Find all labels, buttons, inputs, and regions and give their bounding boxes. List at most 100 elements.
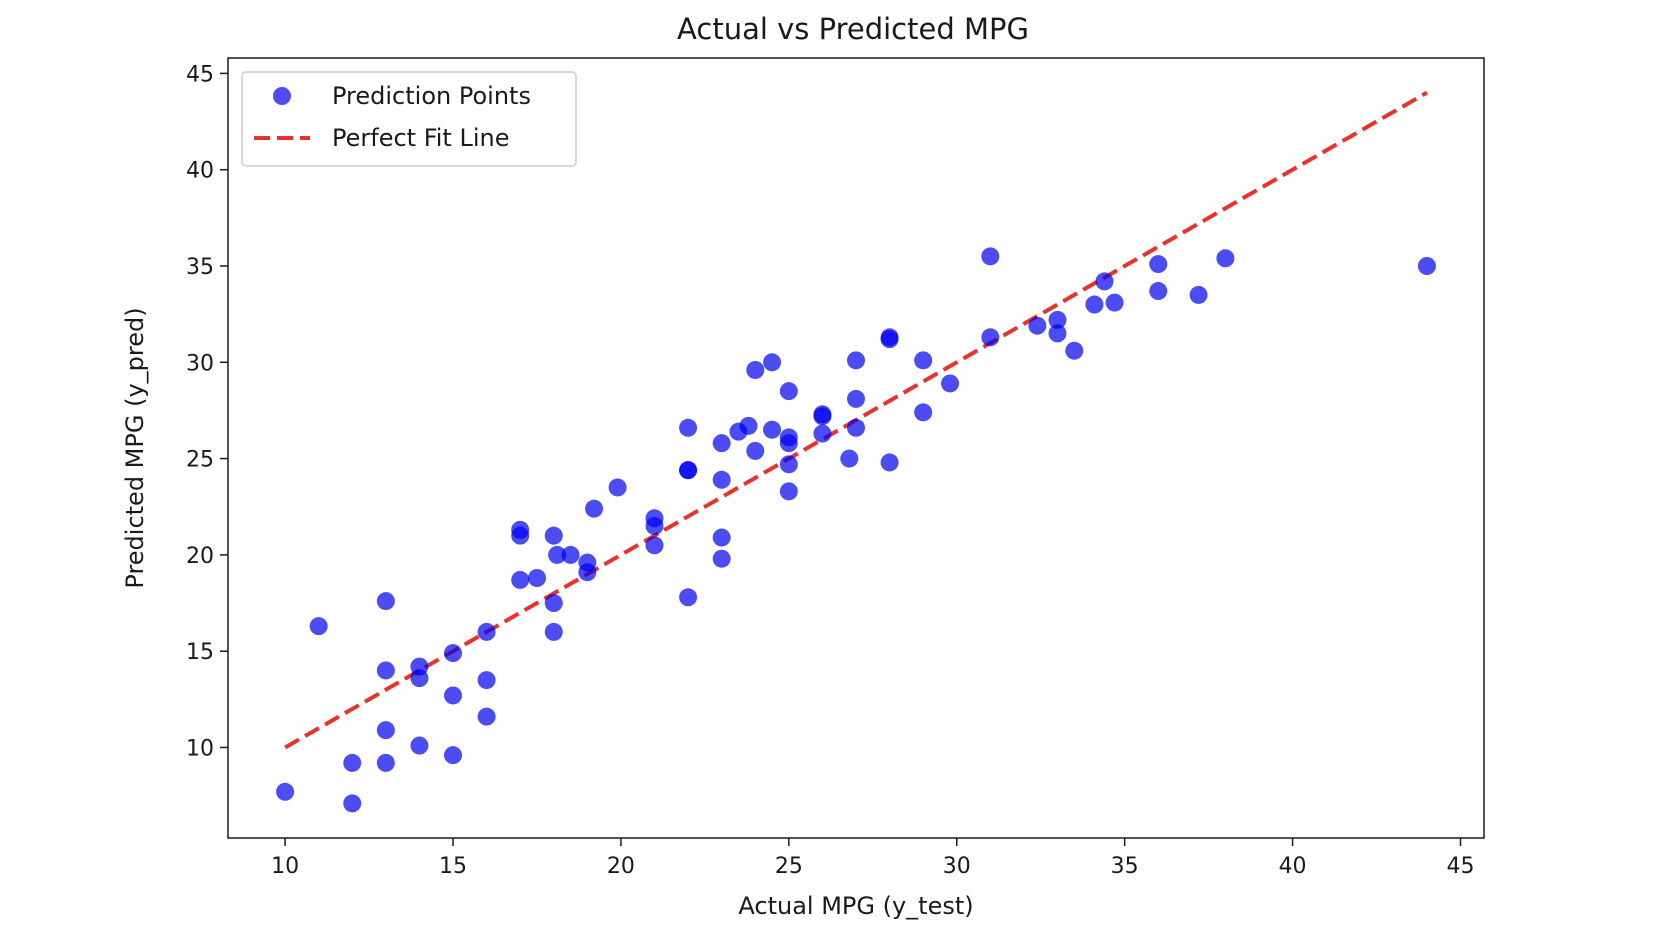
y-tick-label: 10 xyxy=(186,736,214,761)
prediction-point xyxy=(679,461,698,480)
x-tick-label: 20 xyxy=(607,854,635,879)
prediction-point xyxy=(544,526,563,545)
y-axis-label: Predicted MPG (y_pred) xyxy=(121,307,149,588)
prediction-point xyxy=(914,351,933,370)
prediction-point xyxy=(1216,249,1235,268)
prediction-point xyxy=(544,622,563,641)
prediction-point xyxy=(1149,255,1168,274)
prediction-point xyxy=(1028,316,1047,335)
prediction-point xyxy=(981,328,1000,347)
prediction-point xyxy=(1417,257,1436,275)
prediction-point xyxy=(840,449,859,468)
prediction-point xyxy=(914,403,933,422)
y-tick-label: 45 xyxy=(186,62,214,87)
prediction-point xyxy=(880,330,899,349)
prediction-point xyxy=(779,482,798,501)
prediction-point xyxy=(880,453,899,472)
x-tick-label: 15 xyxy=(439,854,467,879)
legend-label-prediction-points: Prediction Points xyxy=(332,82,531,110)
prediction-point xyxy=(712,528,731,547)
x-tick-label: 45 xyxy=(1446,854,1474,879)
chart-title: Actual vs Predicted MPG xyxy=(677,12,1029,46)
prediction-point xyxy=(527,569,546,587)
x-axis-ticks: 10 15 20 25 30 35 40 45 xyxy=(271,838,1474,879)
x-axis-label: Actual MPG (y_test) xyxy=(738,892,973,920)
prediction-point xyxy=(1085,295,1104,314)
y-tick-label: 30 xyxy=(186,351,214,376)
prediction-point xyxy=(645,536,664,555)
x-tick-label: 40 xyxy=(1279,854,1307,879)
prediction-point xyxy=(712,549,731,568)
x-tick-label: 10 xyxy=(271,854,299,879)
prediction-point xyxy=(477,622,496,641)
prediction-point xyxy=(1189,285,1208,304)
prediction-point xyxy=(763,353,782,372)
x-tick-label: 25 xyxy=(775,854,803,879)
prediction-point xyxy=(813,407,832,426)
prediction-point xyxy=(477,671,496,690)
x-tick-label: 35 xyxy=(1111,854,1139,879)
prediction-point xyxy=(779,434,798,453)
prediction-point xyxy=(746,441,765,460)
prediction-point xyxy=(1149,282,1168,301)
prediction-point xyxy=(1105,293,1124,312)
prediction-point xyxy=(847,418,865,437)
prediction-point xyxy=(739,416,758,435)
prediction-points xyxy=(276,247,1436,813)
prediction-point xyxy=(1048,310,1067,329)
prediction-point xyxy=(679,418,698,437)
prediction-point xyxy=(343,753,362,772)
prediction-point xyxy=(712,470,731,489)
prediction-point xyxy=(444,746,463,765)
prediction-point xyxy=(1065,341,1084,360)
prediction-point xyxy=(544,594,563,613)
prediction-point xyxy=(444,644,463,663)
prediction-point xyxy=(1095,272,1114,291)
prediction-point xyxy=(548,545,567,564)
legend: Prediction Points Perfect Fit Line xyxy=(241,71,577,167)
prediction-point xyxy=(376,661,395,680)
y-tick-label: 20 xyxy=(186,544,214,569)
prediction-point xyxy=(578,563,597,582)
prediction-point xyxy=(376,753,395,772)
y-axis-ticks: 10 15 20 25 30 35 40 45 xyxy=(186,62,228,761)
prediction-point xyxy=(511,570,530,589)
legend-box xyxy=(241,71,577,167)
prediction-point xyxy=(1048,324,1067,343)
prediction-point xyxy=(477,707,496,726)
prediction-point xyxy=(276,782,295,801)
prediction-point xyxy=(941,374,960,393)
legend-label-perfect-fit-line: Perfect Fit Line xyxy=(332,124,509,152)
prediction-point xyxy=(410,736,429,755)
prediction-point xyxy=(645,517,664,535)
prediction-point xyxy=(511,526,530,545)
prediction-point xyxy=(847,389,865,408)
y-tick-label: 15 xyxy=(186,640,214,665)
prediction-point xyxy=(561,545,580,564)
y-tick-label: 40 xyxy=(186,159,214,184)
prediction-point xyxy=(343,794,362,813)
prediction-point xyxy=(585,499,604,518)
prediction-point xyxy=(779,382,798,401)
prediction-point xyxy=(746,361,765,379)
prediction-point xyxy=(847,351,865,370)
plot-frame xyxy=(227,57,1485,839)
plot-area xyxy=(227,57,1485,839)
prediction-point xyxy=(410,669,429,688)
prediction-point xyxy=(712,434,731,453)
legend-marker-prediction-points xyxy=(273,87,291,105)
prediction-point xyxy=(763,420,782,439)
x-tick-label: 30 xyxy=(943,854,971,879)
prediction-point xyxy=(444,686,463,705)
prediction-point xyxy=(981,247,1000,266)
prediction-point xyxy=(376,721,395,740)
prediction-point xyxy=(779,455,798,474)
prediction-point xyxy=(813,424,832,443)
prediction-point xyxy=(309,617,328,636)
prediction-point xyxy=(679,588,698,607)
y-tick-label: 25 xyxy=(186,448,214,473)
prediction-point xyxy=(376,592,395,611)
y-tick-label: 35 xyxy=(186,255,214,280)
prediction-point xyxy=(608,478,627,497)
